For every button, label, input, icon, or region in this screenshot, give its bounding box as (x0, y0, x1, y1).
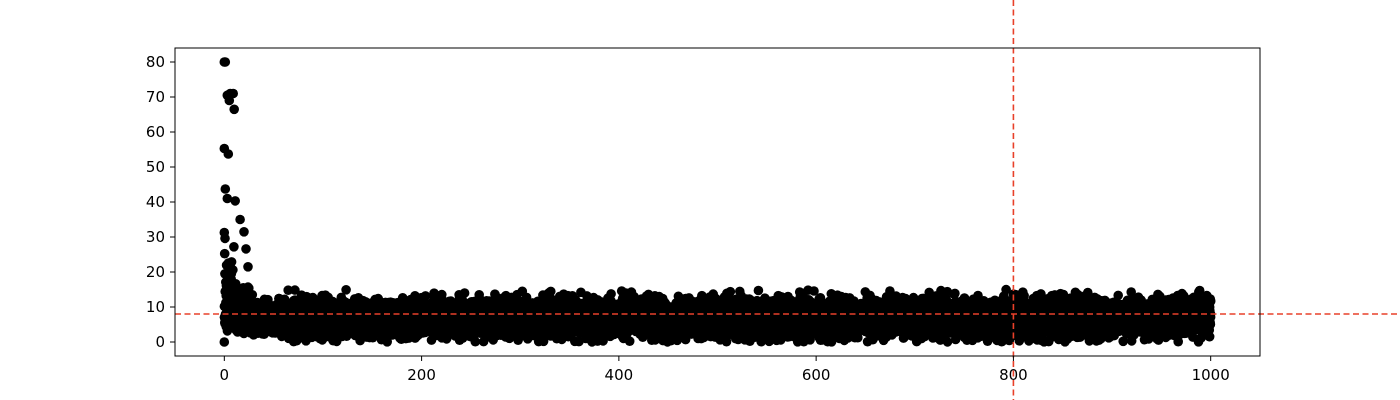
scatter-point (420, 291, 431, 301)
scatter-point (624, 336, 635, 347)
scatter-point (226, 257, 237, 267)
scatter-point (283, 285, 294, 296)
scatter-point (247, 290, 258, 300)
scatter-point (398, 294, 409, 305)
scatter-point (229, 242, 239, 252)
scatter-points (219, 57, 1216, 347)
scatter-point (228, 265, 238, 275)
scatter-point (606, 289, 616, 299)
scatter-point (341, 285, 351, 295)
scatter-point (459, 288, 470, 298)
scatter-point (470, 336, 481, 347)
scatter-point (290, 285, 300, 295)
scatter-point (230, 279, 241, 289)
scatter-point (219, 248, 230, 259)
scatter-point (220, 233, 230, 244)
